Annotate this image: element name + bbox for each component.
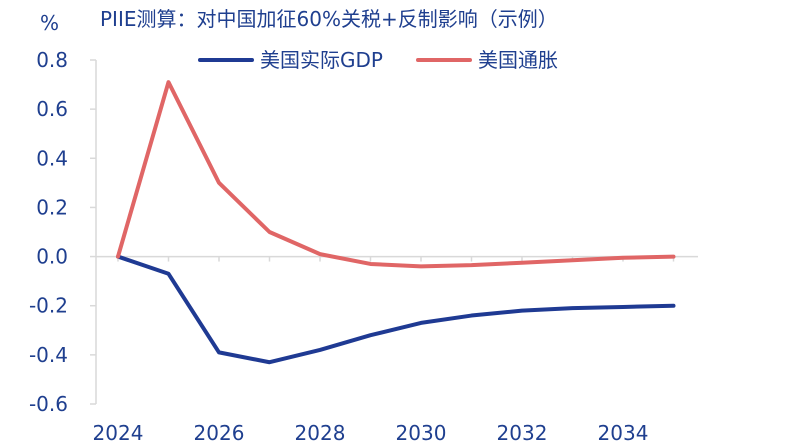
x-tick-label: 2030 <box>396 421 447 445</box>
y-tick-label: 0.6 <box>36 97 68 121</box>
x-tick-label: 2032 <box>497 421 548 445</box>
y-tick-label: 0.8 <box>36 48 68 72</box>
x-tick-label: 2026 <box>194 421 245 445</box>
y-axis-unit-label: % <box>40 11 59 35</box>
y-tick-label: 0.0 <box>36 245 68 269</box>
series-line-0 <box>116 254 676 365</box>
legend-label-0: 美国实际GDP <box>260 48 383 72</box>
x-tick-label: 2024 <box>93 421 144 445</box>
series-layer <box>116 80 676 365</box>
series-line-1 <box>116 80 676 269</box>
legend: 美国实际GDP 美国通胀 <box>198 48 558 72</box>
x-tick-label: 2028 <box>295 421 346 445</box>
y-tick-label: 0.2 <box>36 195 68 219</box>
y-tick-label: -0.6 <box>29 392 68 416</box>
y-tick-label: 0.4 <box>36 146 68 170</box>
y-tick-label: -0.2 <box>29 294 68 318</box>
y-tick-label: -0.4 <box>29 343 68 367</box>
chart-title: PIIE测算：对中国加征60%关税+反制影响（示例） <box>100 7 558 31</box>
y-axis: 0.8 0.6 0.4 0.2 0.0 -0.2 -0.4 -0.6 <box>29 48 97 416</box>
x-axis: 2024 2026 2028 2030 2032 2034 <box>93 255 698 445</box>
x-tick-label: 2034 <box>598 421 649 445</box>
legend-label-1: 美国通胀 <box>478 48 558 72</box>
